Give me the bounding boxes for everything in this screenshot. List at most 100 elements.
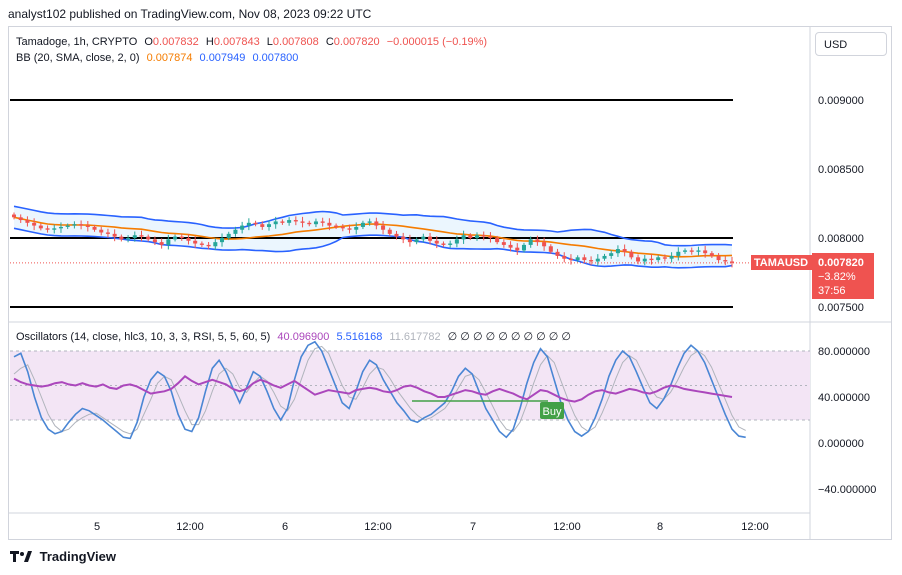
candlesticks[interactable] (10, 212, 810, 268)
candle-body (407, 239, 412, 243)
candle (683, 248, 688, 254)
candle (273, 216, 278, 229)
candle (468, 233, 473, 241)
price-tick-label: 0.007500 (818, 302, 864, 314)
candle-body (535, 239, 540, 243)
candle-body (226, 233, 231, 238)
candle (582, 254, 587, 263)
candle (293, 216, 298, 226)
candle-body (287, 220, 292, 223)
candle (589, 256, 594, 266)
candle-body (45, 228, 50, 230)
candle (220, 233, 225, 247)
candle (18, 214, 23, 223)
candle-body (515, 247, 520, 251)
osc-tick-label: 40.000000 (818, 392, 870, 404)
candle-body (253, 222, 258, 225)
candle (662, 254, 667, 262)
candle (206, 242, 211, 250)
candle-body (72, 224, 77, 226)
candle (99, 226, 104, 236)
candle-body (729, 261, 735, 263)
buy-label: Buy (543, 406, 562, 418)
candle-body (139, 235, 144, 237)
candle (401, 232, 406, 244)
candle-body (649, 258, 654, 261)
candle-body (179, 236, 184, 238)
badge-countdown: 37:56 (818, 285, 846, 297)
candle-body (622, 249, 627, 252)
tradingview-footer: TradingView (10, 549, 116, 565)
bb-upper-line (13, 205, 733, 247)
candle-body (206, 244, 211, 247)
candle-body (602, 255, 607, 259)
candle-body (374, 221, 379, 226)
candle-body (85, 225, 90, 227)
candle-body (347, 228, 352, 230)
bb-basis-value: 0.007874 (146, 52, 193, 64)
candle (669, 252, 674, 263)
candle-body (508, 244, 513, 248)
candle (307, 220, 312, 227)
candle (508, 241, 513, 252)
candle (280, 219, 285, 225)
candle (629, 249, 634, 260)
price-badge: TAMAUSD 0.007820 −3.82% 37:56 (751, 253, 874, 299)
open-value: O0.007832 (144, 36, 199, 48)
candle-body (233, 229, 238, 234)
candle-body (166, 239, 171, 245)
candle (642, 254, 647, 266)
candle-body (589, 260, 594, 262)
candle (461, 230, 466, 244)
candle-body (99, 229, 104, 233)
candle (394, 230, 399, 240)
candle (414, 237, 419, 245)
currency-button[interactable]: USD (815, 32, 887, 56)
candle (421, 233, 426, 243)
candle (542, 237, 547, 251)
osc-tick-label: 80.000000 (818, 346, 870, 358)
candle (407, 234, 412, 247)
candle-body (461, 235, 466, 240)
candle (434, 236, 439, 249)
candle-body (112, 233, 117, 237)
candle-body (615, 249, 620, 254)
candle (25, 216, 30, 227)
candle (159, 238, 164, 249)
candle-body (58, 226, 63, 229)
candle-body (501, 242, 506, 245)
candle-body (119, 236, 124, 240)
candle (696, 246, 701, 256)
candle-body (327, 222, 332, 226)
candle (729, 256, 735, 268)
candle (260, 221, 265, 230)
buy-signal: Buy (540, 402, 564, 419)
candle (334, 223, 339, 230)
candle (173, 234, 178, 242)
candle (595, 254, 600, 267)
candle (139, 230, 144, 242)
candle-body (555, 251, 560, 256)
candle-body (495, 238, 500, 243)
candle (347, 224, 352, 234)
candle (112, 229, 117, 242)
time-tick-label: 12:00 (364, 521, 392, 533)
candle (535, 235, 540, 246)
candle (649, 254, 654, 265)
candle (474, 232, 480, 241)
candle-body (528, 239, 533, 245)
candle-body (401, 236, 406, 240)
candle-body (38, 225, 43, 229)
candle-body (213, 242, 218, 247)
candle (428, 232, 433, 245)
candle (481, 231, 486, 241)
time-axis-ticks: 5 12:00 6 12:00 7 12:00 8 12:00 (94, 521, 769, 533)
candle-body (307, 222, 312, 225)
candle (501, 239, 506, 248)
candle-body (340, 226, 345, 229)
oscillator-lines (13, 340, 746, 440)
candle (676, 247, 681, 261)
oscillator-legend: Oscillators (14, close, hlc3, 10, 3, 3, … (16, 330, 575, 343)
candle-body (669, 255, 674, 259)
